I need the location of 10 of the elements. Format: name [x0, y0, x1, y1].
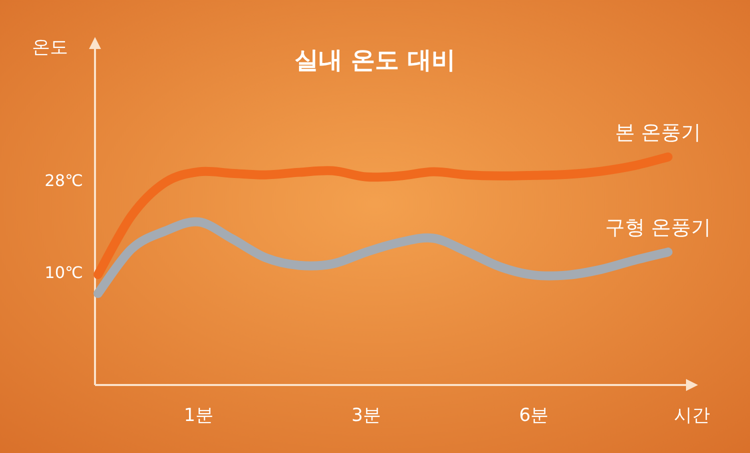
series-label: 구형 온풍기: [604, 215, 712, 240]
series-label: 본 온풍기: [614, 120, 702, 144]
y-axis-title: 온도: [32, 37, 68, 58]
x-tick-label: 1분: [184, 405, 214, 426]
x-axis-title: 시간: [674, 405, 710, 426]
chart-title: 실내 온도 대비: [294, 46, 456, 74]
x-tick-label: 3분: [352, 405, 381, 426]
y-tick-label: 28℃: [44, 170, 83, 190]
x-tick-label: 6분: [519, 405, 549, 426]
y-tick-label: 10℃: [44, 263, 83, 282]
